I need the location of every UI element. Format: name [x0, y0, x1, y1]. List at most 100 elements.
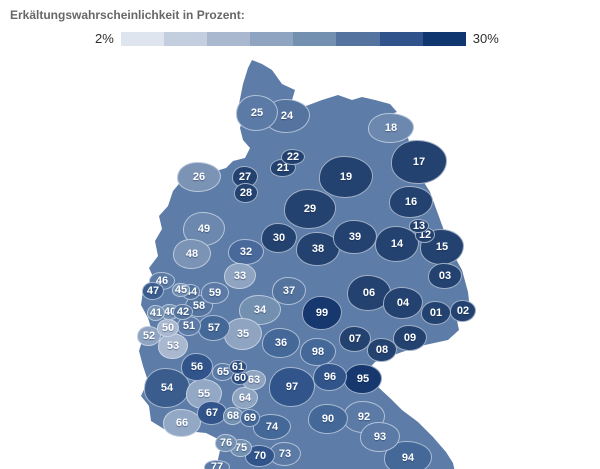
region-label: 40 [163, 305, 177, 318]
region-label: 90 [321, 412, 335, 425]
region-label: 18 [384, 121, 398, 134]
legend-segment [120, 31, 164, 46]
map-region-47[interactable]: 47 [142, 282, 164, 300]
region-label: 47 [146, 284, 160, 297]
region-label: 03 [438, 269, 452, 282]
region-label: 76 [219, 436, 233, 449]
map-region-93[interactable]: 93 [360, 422, 400, 452]
region-label: 99 [315, 306, 329, 319]
region-label: 52 [142, 329, 156, 342]
map-region-38[interactable]: 38 [296, 232, 340, 266]
legend-segment [336, 31, 380, 46]
map-region-22[interactable]: 22 [281, 149, 305, 165]
map-region-49[interactable]: 49 [183, 212, 225, 246]
region-label: 21 [276, 161, 290, 174]
region-label: 54 [160, 381, 174, 394]
map-region-60[interactable]: 60 [231, 371, 249, 385]
map-region-96[interactable]: 96 [313, 363, 347, 391]
map-region-28[interactable]: 28 [234, 183, 258, 203]
map-region-74[interactable]: 74 [253, 414, 291, 440]
region-label: 41 [149, 306, 163, 319]
region-label: 29 [303, 202, 317, 215]
region-label: 60 [233, 371, 247, 384]
map-region-64[interactable]: 64 [232, 387, 258, 409]
region-label: 17 [412, 155, 426, 168]
map-region-19[interactable]: 19 [319, 156, 373, 198]
region-label: 14 [390, 237, 404, 250]
map-region-13[interactable]: 13 [409, 219, 429, 233]
region-label: 19 [339, 170, 353, 183]
map-region-45[interactable]: 45 [172, 283, 190, 297]
map-region-69[interactable]: 69 [240, 409, 260, 427]
map-region-66[interactable]: 66 [163, 409, 201, 437]
region-label: 39 [348, 230, 362, 243]
map-region-25[interactable]: 25 [236, 95, 278, 131]
map-region-08[interactable]: 08 [367, 338, 397, 362]
map-region-98[interactable]: 98 [300, 338, 336, 366]
map-region-52[interactable]: 52 [137, 326, 161, 346]
map-region-41[interactable]: 41 [147, 305, 165, 321]
region-label: 63 [247, 373, 261, 386]
region-label: 25 [250, 106, 264, 119]
region-label: 49 [197, 222, 211, 235]
region-label: 33 [233, 269, 247, 282]
map-region-17[interactable]: 17 [391, 140, 447, 184]
region-label: 68 [226, 409, 240, 422]
region-label: 08 [375, 343, 389, 356]
region-label: 57 [207, 321, 221, 334]
region-label: 45 [174, 283, 188, 296]
region-label: 02 [456, 304, 470, 317]
map-region-29[interactable]: 29 [284, 189, 336, 229]
map-region-65[interactable]: 65 [212, 363, 234, 381]
region-label: 36 [274, 336, 288, 349]
map-region-39[interactable]: 39 [333, 220, 377, 254]
region-label: 30 [272, 231, 286, 244]
map-region-07[interactable]: 07 [339, 326, 371, 352]
region-label: 44 [184, 285, 198, 298]
legend-color-bar [120, 31, 466, 46]
map-region-37[interactable]: 37 [272, 277, 306, 305]
map-region-57[interactable]: 57 [198, 315, 230, 341]
map-region-02[interactable]: 02 [450, 300, 476, 322]
legend-segment [250, 31, 294, 46]
map-region-59[interactable]: 59 [201, 282, 229, 304]
region-label: 64 [238, 391, 252, 404]
map-region-18[interactable]: 18 [368, 113, 414, 143]
region-label: 69 [243, 411, 257, 424]
map-region-42[interactable]: 42 [173, 304, 193, 320]
page-title: Erkältungswahrscheinlichkeit in Prozent: [10, 8, 245, 22]
legend-segment [293, 31, 337, 46]
map-region-26[interactable]: 26 [177, 162, 221, 192]
region-label: 95 [356, 372, 370, 385]
map-region-90[interactable]: 90 [308, 404, 348, 434]
map-region-03[interactable]: 03 [428, 263, 462, 289]
map-region-54[interactable]: 54 [144, 368, 190, 408]
map-region-30[interactable]: 30 [261, 223, 297, 253]
region-label: 37 [282, 284, 296, 297]
region-label: 94 [401, 451, 415, 464]
map-region-99[interactable]: 99 [302, 296, 342, 330]
region-label: 97 [285, 380, 299, 393]
map-region-61[interactable]: 61 [229, 360, 247, 374]
region-label: 74 [265, 420, 279, 433]
map-region-77[interactable]: 77 [204, 460, 230, 469]
legend-min-label: 2% [95, 31, 114, 46]
map-region-76[interactable]: 76 [215, 434, 237, 452]
map-region-33[interactable]: 33 [224, 263, 256, 289]
map-region-48[interactable]: 48 [173, 239, 211, 269]
region-label: 65 [216, 365, 230, 378]
map-region-14[interactable]: 14 [375, 226, 419, 262]
region-label: 28 [239, 186, 253, 199]
map-region-04[interactable]: 04 [383, 287, 423, 319]
map-region-56[interactable]: 56 [181, 353, 213, 381]
map-region-16[interactable]: 16 [389, 186, 433, 218]
region-label: 38 [311, 242, 325, 255]
region-label: 22 [286, 150, 300, 163]
map-region-09[interactable]: 09 [393, 325, 427, 351]
region-label: 51 [182, 319, 196, 332]
region-label: 48 [185, 247, 199, 260]
map-region-97[interactable]: 97 [269, 367, 315, 407]
region-label: 96 [323, 370, 337, 383]
map-region-95[interactable]: 95 [344, 364, 382, 394]
map-region-36[interactable]: 36 [262, 328, 300, 358]
